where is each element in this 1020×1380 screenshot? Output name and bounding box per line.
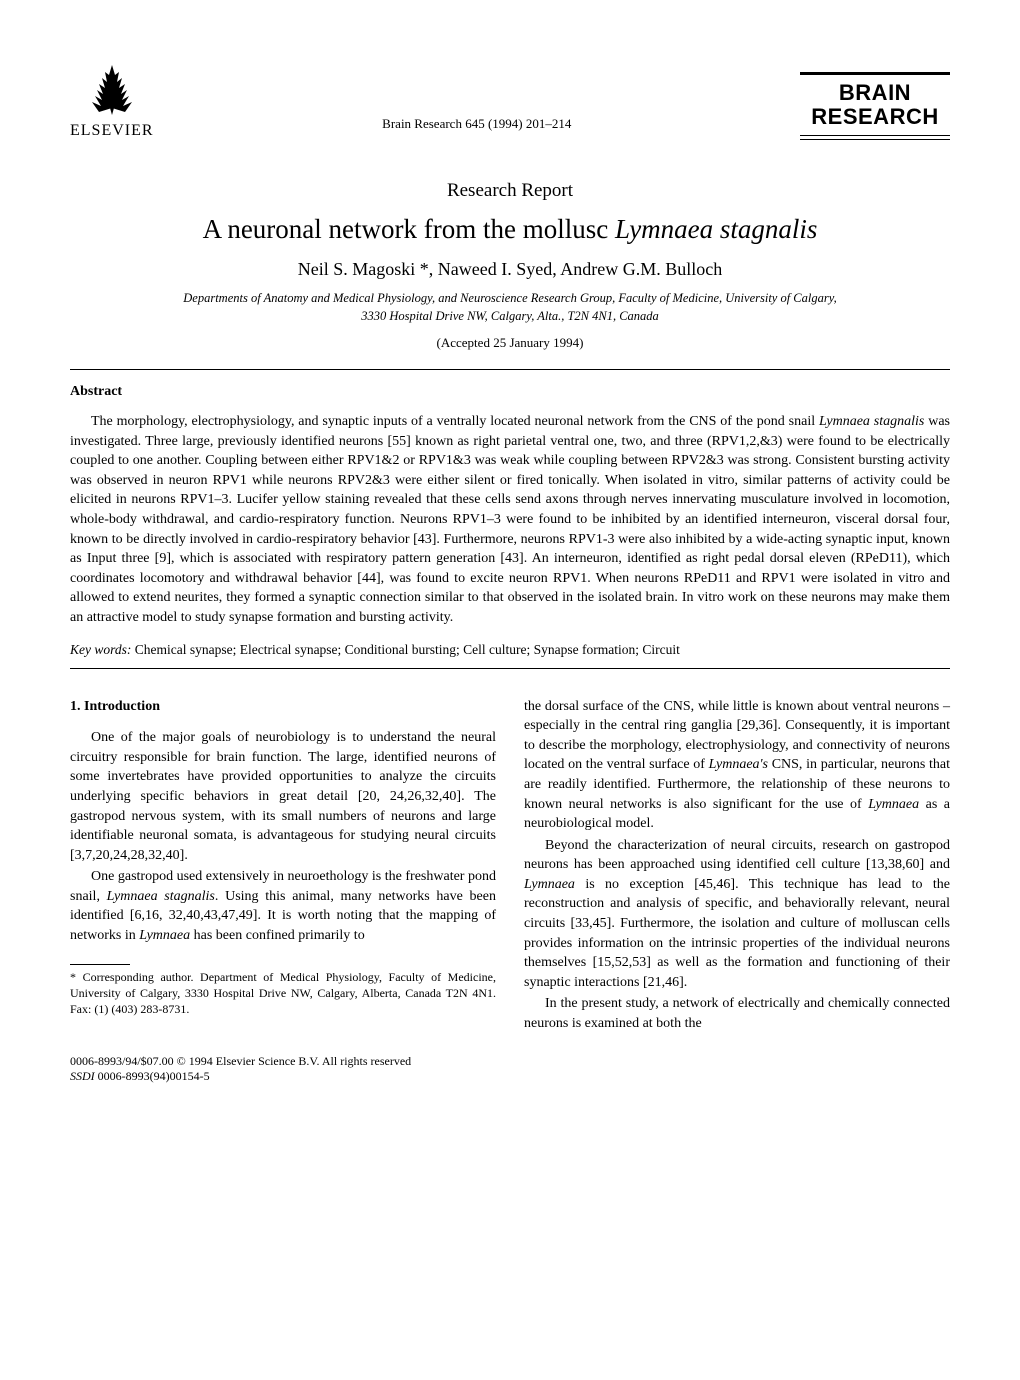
accepted-date: (Accepted 25 January 1994) (70, 335, 950, 351)
paragraph: In the present study, a network of elect… (524, 994, 950, 1033)
journal-name: BRAINRESEARCH (800, 81, 950, 129)
keywords-label: Key words: (70, 642, 131, 657)
divider (70, 668, 950, 669)
abstract-body: The morphology, electrophysiology, and s… (70, 412, 950, 628)
rule (800, 72, 950, 75)
affiliation: Departments of Anatomy and Medical Physi… (70, 290, 950, 325)
publisher-block: ELSEVIER (70, 60, 154, 140)
footer: 0006-8993/94/$07.00 © 1994 Elsevier Scie… (70, 1054, 950, 1085)
paragraph: the dorsal surface of the CNS, while lit… (524, 697, 950, 834)
journal-block: BRAINRESEARCH (800, 72, 950, 140)
rule (800, 135, 950, 140)
report-type: Research Report (70, 180, 950, 202)
species: Lymnaea (524, 877, 575, 892)
right-column: the dorsal surface of the CNS, while lit… (524, 697, 950, 1036)
citation: Brain Research 645 (1994) 201–214 (154, 116, 800, 140)
text: One of the major goals of neurobiology i… (70, 730, 496, 863)
article-title: A neuronal network from the mollusc Lymn… (70, 214, 950, 245)
publisher-name: ELSEVIER (70, 122, 154, 140)
body-columns: 1. Introduction One of the major goals o… (70, 697, 950, 1036)
title-text: A neuronal network from the mollusc (203, 214, 615, 244)
species: Lymnaea stagnalis (107, 889, 215, 904)
text: Beyond the characterization of neural ci… (524, 838, 950, 873)
species: Lymnaea's (709, 757, 768, 772)
ssdi: SSDI SSDI 0006-8993(94)00154-50006-8993(… (70, 1069, 950, 1085)
species: Lymnaea (139, 928, 190, 943)
keywords: Key words: Chemical synapse; Electrical … (70, 642, 950, 658)
species: Lymnaea (868, 797, 919, 812)
paragraph: One gastropod used extensively in neuroe… (70, 867, 496, 945)
keywords-text: Chemical synapse; Electrical synapse; Co… (131, 642, 680, 657)
text: is no exception [45,46]. This technique … (524, 877, 950, 990)
text: has been confined primarily to (190, 928, 365, 943)
left-column: 1. Introduction One of the major goals o… (70, 697, 496, 1036)
paragraph: Beyond the characterization of neural ci… (524, 836, 950, 993)
divider (70, 369, 950, 370)
affiliation-line: Departments of Anatomy and Medical Physi… (183, 291, 836, 305)
abstract-heading: Abstract (70, 384, 950, 400)
paragraph: One of the major goals of neurobiology i… (70, 728, 496, 865)
affiliation-line: 3330 Hospital Drive NW, Calgary, Alta., … (361, 309, 659, 323)
text: In the present study, a network of elect… (524, 996, 950, 1031)
authors: Neil S. Magoski *, Naweed I. Syed, Andre… (70, 259, 950, 280)
footnote-rule (70, 964, 130, 965)
header: ELSEVIER Brain Research 645 (1994) 201–2… (70, 60, 950, 140)
journal-text: BRAINRESEARCH (811, 80, 938, 129)
intro-heading: 1. Introduction (70, 697, 496, 717)
abstract-text: The morphology, electrophysiology, and s… (70, 414, 950, 625)
footnote: * Corresponding author. Department of Me… (70, 969, 496, 1018)
elsevier-logo-icon (77, 60, 147, 120)
title-species: Lymnaea stagnalis (615, 214, 817, 244)
copyright: 0006-8993/94/$07.00 © 1994 Elsevier Scie… (70, 1054, 950, 1070)
